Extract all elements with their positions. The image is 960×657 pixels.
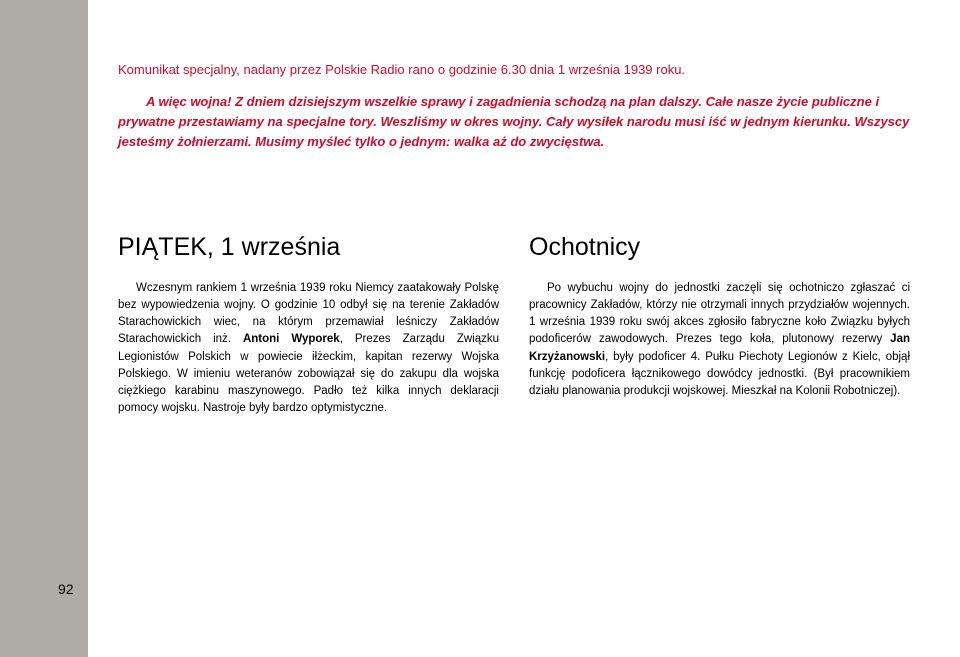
left-column: PIĄTEK, 1 września Wczesnym rankiem 1 wr… bbox=[118, 233, 499, 418]
right-column: Ochotnicy Po wybuchu wojny do jednostki … bbox=[529, 233, 910, 418]
radio-line2: A więc wojna! Z dniem dzisiejszym wszelk… bbox=[118, 92, 910, 152]
radio-line1: Komunikat specjalny, nadany przez Polski… bbox=[118, 60, 910, 80]
sidebar-stripe bbox=[0, 0, 88, 657]
two-column-layout: PIĄTEK, 1 września Wczesnym rankiem 1 wr… bbox=[118, 233, 910, 418]
right-heading: Ochotnicy bbox=[529, 233, 910, 262]
left-body: Wczesnym rankiem 1 września 1939 roku Ni… bbox=[118, 280, 499, 418]
radio-announcement: Komunikat specjalny, nadany przez Polski… bbox=[118, 60, 910, 153]
page-number: 92 bbox=[58, 581, 74, 597]
left-bold-name: Antoni Wyporek bbox=[243, 333, 340, 345]
left-body-post: , Prezes Zarządu Związku Legionistów Pol… bbox=[118, 333, 499, 414]
page-content: Komunikat specjalny, nadany przez Polski… bbox=[88, 0, 960, 657]
right-body-pre: Po wybuchu wojny do jednostki zaczęli si… bbox=[529, 282, 910, 346]
right-body: Po wybuchu wojny do jednostki zaczęli si… bbox=[529, 280, 910, 401]
left-heading: PIĄTEK, 1 września bbox=[118, 233, 499, 262]
